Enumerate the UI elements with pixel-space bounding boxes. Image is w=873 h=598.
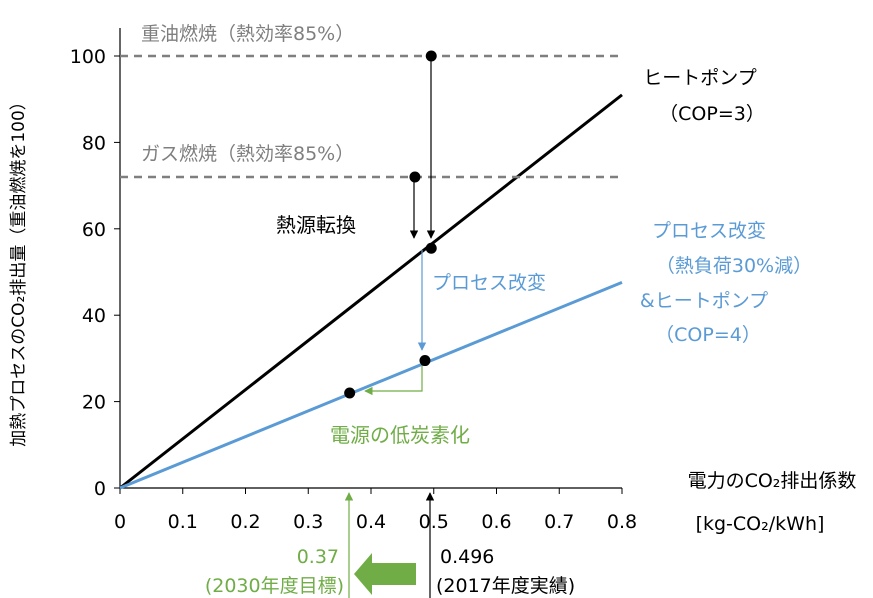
target-value-label: (2030年度目標) (205, 575, 344, 597)
y-tick-label: 20 (82, 392, 106, 414)
data-point (409, 171, 421, 183)
data-point (425, 50, 437, 62)
x-tick-label: 0.5 (419, 511, 449, 533)
fuel-switch-label: 熱源転換 (276, 213, 356, 237)
y-tick-label: 40 (82, 305, 106, 327)
current-value-label: (2017年度実績) (436, 575, 575, 597)
shift-arrow (354, 553, 416, 595)
process-heat-pump-label: （熱負荷30%減） (656, 255, 812, 277)
process-heat-pump-label: （COP=4） (655, 324, 761, 346)
x-tick-label: 0.7 (544, 511, 574, 533)
y-tick-label: 100 (70, 46, 106, 68)
x-tick-label: 0.3 (293, 511, 323, 533)
x-tick-label: 0.6 (481, 511, 511, 533)
process-heat-pump-label: プロセス改変 (652, 220, 766, 242)
x-tick-label: 0.8 (607, 511, 637, 533)
process-heat-pump-label: &ヒートポンプ (640, 290, 768, 312)
current-value: 0.496 (440, 546, 494, 568)
y-axis-label: 加熱プロセスのCO₂排出量（重油燃焼を100） (9, 93, 29, 447)
x-tick-label: 0.4 (356, 511, 386, 533)
y-tick-label: 0 (94, 478, 106, 500)
x-axis-label: 電力のCO₂排出係数 (688, 470, 857, 492)
decarbonize-label: 電源の低炭素化 (330, 423, 470, 447)
data-point (419, 355, 431, 367)
x-axis-unit: [kg-CO₂/kWh] (696, 513, 825, 535)
heavy-oil-label: 重油燃焼（熱効率85%） (141, 23, 354, 45)
target-value: 0.37 (297, 546, 339, 568)
y-tick-label: 60 (82, 219, 106, 241)
arrow-decarbonize (364, 362, 423, 396)
heat-pump-label: ヒートポンプ (643, 67, 756, 89)
data-point (344, 387, 356, 399)
series-line-1 (119, 280, 623, 490)
process-change-label: プロセス改変 (432, 272, 546, 294)
x-tick-label: 0.1 (168, 511, 198, 533)
heat-pump-label: （COP=3） (659, 103, 765, 125)
x-tick-label: 0.2 (230, 511, 260, 533)
y-tick-label: 80 (82, 132, 106, 154)
gas-label: ガス燃焼（熱効率85%） (141, 143, 354, 165)
data-point (425, 242, 437, 254)
series-line-0 (119, 93, 623, 490)
x-tick-label: 0 (114, 511, 126, 533)
